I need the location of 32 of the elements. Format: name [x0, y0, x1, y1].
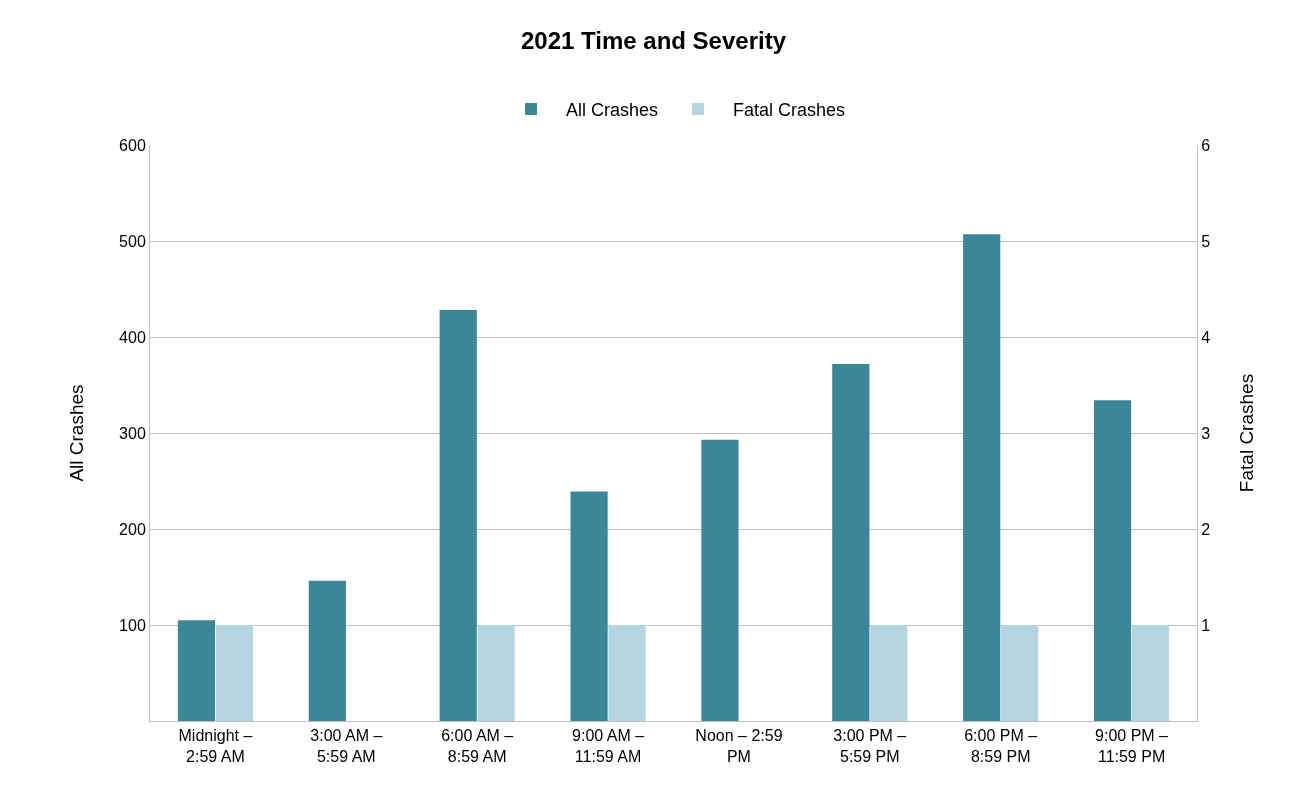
y2-tick-label: 4 [1201, 328, 1211, 346]
x-tick-label: 3:00 AM – 5:59 AM [310, 727, 383, 765]
y-tick-label: 600 [119, 136, 146, 154]
y-tick-label: 500 [119, 232, 146, 250]
y2-tick-label: 2 [1201, 520, 1211, 538]
y2-axis-title: Fatal Crashes [1236, 373, 1257, 493]
y-tick-label: 400 [119, 328, 146, 346]
y2-tick-label: 1 [1201, 616, 1211, 634]
bar [1093, 400, 1132, 721]
bar [308, 580, 346, 721]
y2-tick-label: 3 [1201, 424, 1211, 442]
y2-tick-label: 5 [1201, 232, 1211, 250]
x-tick-label: 9:00 AM – 11:59 AM [572, 727, 645, 765]
x-tick-label: 6:00 AM – 8:59 AM [441, 727, 514, 765]
x-tick-label: 3:00 PM – 5:59 PM [833, 727, 907, 765]
bar [963, 234, 1001, 721]
y-axis-title: All Crashes [65, 384, 87, 482]
legend-label: All Crashes [566, 99, 659, 120]
x-tick-label: 6:00 PM – 8:59 PM [964, 727, 1038, 765]
chart-title: 2021 Time and Severity [520, 27, 787, 55]
x-tick-label: 9:00 PM – 11:59 PM [1095, 727, 1169, 765]
bar [570, 491, 608, 721]
y-tick-label: 200 [119, 520, 146, 538]
bar [701, 439, 739, 721]
bar [832, 363, 870, 721]
x-tick-label: Midnight – 2:59 AM [178, 727, 253, 765]
legend-label: Fatal Crashes [733, 99, 846, 120]
y-tick-label: 300 [119, 424, 146, 442]
bar [439, 310, 477, 721]
x-tick-label: Noon – 2:59 PM [695, 727, 783, 765]
y2-tick-label: 6 [1201, 136, 1211, 154]
y-tick-label: 100 [119, 616, 146, 634]
